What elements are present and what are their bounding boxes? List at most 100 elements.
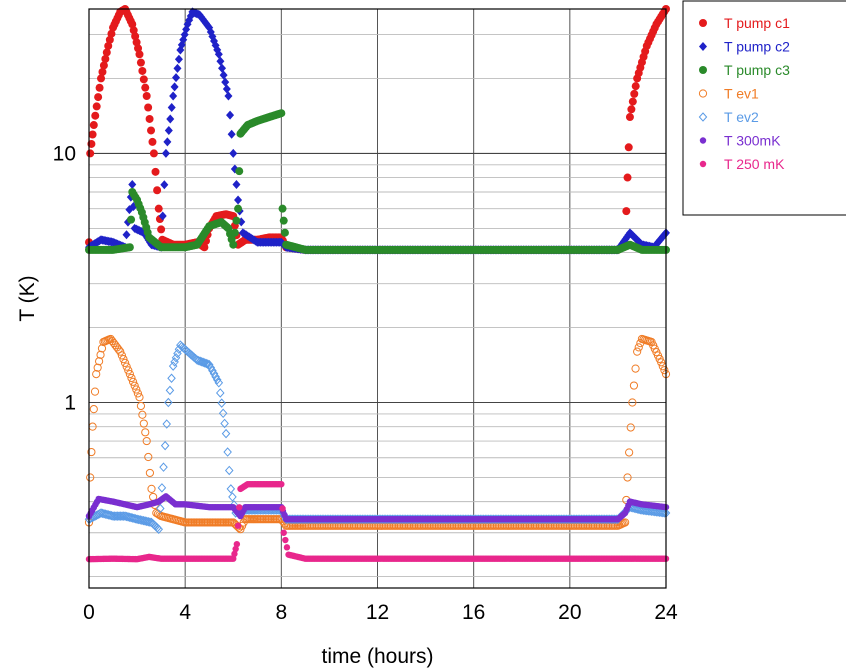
data-point [140, 516, 150, 526]
tick-labels: 0 4 8 12 16 20 24 1 10 [53, 142, 678, 624]
data-point [145, 114, 154, 123]
data-point [98, 508, 107, 519]
data-point [88, 130, 97, 139]
data-point [227, 129, 236, 139]
data-point [623, 173, 632, 182]
data-point [89, 405, 98, 414]
legend-label: T pump c3 [724, 62, 790, 78]
legend-label: T 300mK [724, 133, 781, 149]
data-point [161, 148, 170, 158]
data-point [229, 148, 238, 158]
data-point [170, 357, 179, 367]
data-point [166, 114, 175, 124]
series-t-250-mk [85, 480, 670, 563]
data-point [120, 358, 130, 367]
data-point [128, 20, 137, 29]
data-point [101, 509, 110, 519]
data-point [231, 550, 238, 558]
data-point [116, 347, 125, 356]
data-point [222, 84, 231, 94]
data-point [141, 428, 150, 437]
data-point [94, 357, 104, 366]
data-point [236, 504, 243, 511]
data-point [234, 204, 243, 213]
data-point [160, 440, 170, 451]
data-point [96, 508, 106, 518]
data-point [89, 121, 98, 130]
data-point [94, 93, 103, 102]
data-point [101, 54, 110, 63]
data-point [174, 54, 183, 64]
data-point [91, 111, 100, 120]
data-point [212, 374, 222, 385]
legend-item: T pump c1 [699, 15, 790, 31]
data-point [624, 143, 633, 152]
data-point [197, 357, 206, 367]
data-point [86, 149, 95, 158]
data-point [230, 228, 239, 237]
data-point [97, 74, 106, 83]
data-point [95, 83, 104, 92]
data-series [84, 5, 671, 563]
data-point [657, 358, 666, 367]
y-axis-label: T (K) [16, 275, 39, 321]
data-point [93, 363, 102, 372]
data-point [122, 362, 131, 371]
y-tick-label: 10 [53, 142, 76, 165]
data-point [138, 66, 147, 75]
data-point [232, 179, 241, 189]
data-point [144, 516, 153, 527]
legend-label: T ev2 [724, 109, 759, 125]
data-point [158, 211, 167, 221]
legend-marker [699, 160, 707, 168]
data-point [633, 347, 642, 356]
data-point [96, 350, 105, 359]
x-tick-label: 20 [558, 601, 581, 624]
data-point [142, 92, 151, 101]
data-point [124, 366, 133, 375]
data-point [224, 465, 234, 476]
data-point [629, 381, 639, 390]
data-point [136, 401, 146, 411]
data-point [216, 56, 225, 66]
data-point [102, 48, 111, 57]
data-point [145, 468, 155, 478]
data-point [633, 504, 642, 514]
data-point [141, 83, 150, 92]
data-point [125, 512, 134, 522]
data-point [220, 418, 229, 429]
data-point [160, 180, 169, 190]
data-point [147, 484, 156, 493]
legend-marker [699, 66, 707, 74]
data-point [171, 352, 181, 363]
data-point [139, 515, 148, 526]
data-point [630, 89, 639, 98]
data-point [218, 408, 228, 419]
data-point [277, 109, 286, 118]
data-point [132, 385, 141, 394]
data-point [200, 243, 209, 252]
data-point [621, 518, 630, 527]
data-point [204, 359, 214, 370]
grid-lines [88, 9, 667, 588]
legend-item: T 250 mK [699, 156, 785, 172]
plot-frame [88, 8, 667, 589]
data-point [283, 544, 291, 551]
legend-box [682, 0, 846, 216]
data-point [142, 516, 151, 527]
data-point [278, 204, 287, 213]
data-point [134, 514, 143, 525]
data-point [138, 410, 147, 419]
data-point [126, 512, 136, 523]
data-point [98, 67, 107, 76]
x-tick-label: 24 [654, 601, 678, 624]
data-point [104, 510, 113, 520]
legend-label: T pump c1 [724, 15, 790, 31]
legend: T pump c1 T pump c2 T pump c3 T ev1 T ev2 T 3… [682, 0, 846, 216]
data-point [165, 385, 175, 396]
legend-item: T pump c3 [699, 62, 790, 78]
data-point [131, 32, 140, 41]
data-point [628, 398, 637, 407]
data-point [226, 484, 236, 494]
data-point [279, 216, 288, 225]
